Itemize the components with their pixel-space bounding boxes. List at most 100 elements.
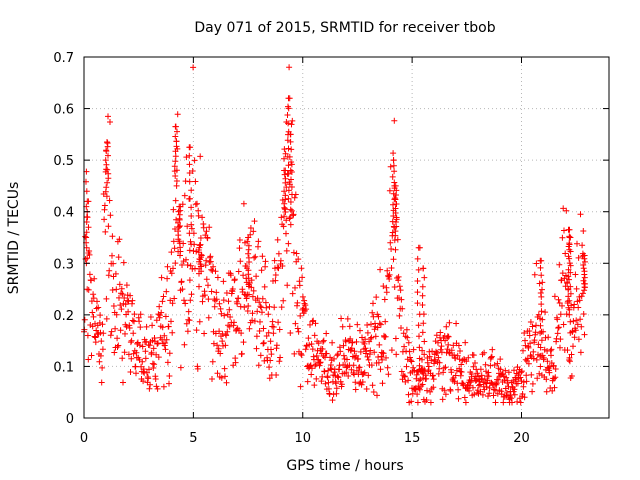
data-point (282, 192, 289, 199)
data-point (93, 327, 100, 334)
data-point (497, 356, 504, 363)
data-point (358, 381, 365, 388)
data-point (307, 321, 313, 328)
data-point (581, 268, 588, 275)
data-point (156, 303, 163, 310)
data-point (349, 339, 356, 346)
data-point (390, 157, 397, 164)
data-point (481, 349, 488, 356)
data-point (137, 324, 144, 331)
data-point (185, 308, 192, 315)
data-point (355, 355, 362, 362)
data-point (436, 365, 443, 372)
data-point (470, 363, 477, 370)
data-point (171, 245, 178, 252)
data-point (466, 387, 473, 394)
data-point (406, 348, 413, 355)
data-point (313, 375, 320, 382)
data-point (143, 323, 150, 330)
data-point (454, 352, 461, 359)
data-point (104, 143, 111, 150)
data-point (552, 374, 559, 381)
data-point (436, 359, 443, 366)
plot-frame (83, 56, 610, 419)
data-point (457, 372, 464, 379)
data-point (346, 323, 353, 330)
data-point (311, 382, 318, 389)
data-point (340, 342, 347, 349)
data-point (539, 286, 545, 293)
data-point (288, 161, 295, 168)
grid-lines (84, 57, 609, 418)
data-point (109, 233, 116, 240)
data-point (160, 383, 167, 390)
data-point (216, 328, 223, 335)
data-point (511, 386, 518, 393)
data-point (204, 235, 211, 242)
data-point (555, 324, 562, 331)
data-point (533, 356, 540, 363)
data-point (263, 304, 270, 311)
data-point (257, 352, 264, 359)
data-point (565, 304, 572, 311)
data-point (178, 278, 185, 285)
data-point (155, 340, 161, 347)
data-point (370, 389, 377, 395)
x-tick-label: 0 (80, 431, 88, 446)
data-point (514, 380, 521, 387)
data-point (539, 279, 546, 286)
data-point (297, 383, 304, 390)
data-point (117, 327, 124, 334)
data-point (380, 350, 387, 357)
data-point (377, 266, 384, 273)
data-point (116, 236, 123, 243)
data-point (407, 354, 413, 361)
data-point (183, 320, 190, 327)
data-point (398, 368, 405, 375)
data-point (252, 253, 259, 260)
data-point (253, 273, 260, 280)
data-point (322, 354, 328, 361)
data-point (352, 386, 359, 393)
data-point (116, 281, 123, 288)
data-point (563, 311, 570, 318)
data-point (192, 178, 199, 185)
data-point (246, 283, 252, 290)
data-point (315, 340, 322, 347)
data-point (284, 112, 291, 118)
data-point (521, 330, 528, 336)
data-point (282, 209, 289, 215)
data-point (140, 378, 147, 385)
y-tick-label: 0 (66, 412, 74, 427)
data-point (176, 203, 183, 210)
data-point (517, 399, 524, 406)
data-point (240, 272, 247, 279)
data-point (531, 271, 538, 278)
y-tick-label: 0.4 (53, 206, 74, 221)
data-point (575, 304, 582, 311)
data-point (420, 320, 427, 327)
data-point (288, 169, 295, 175)
data-point (401, 373, 408, 380)
data-point (231, 276, 238, 283)
data-point (195, 212, 202, 219)
data-point (226, 323, 233, 330)
data-point (582, 280, 588, 287)
data-point (256, 299, 263, 306)
data-point (116, 294, 122, 301)
data-point (325, 379, 332, 386)
data-point (363, 348, 370, 355)
data-point (354, 321, 361, 328)
data-point (281, 200, 288, 207)
data-point (564, 347, 571, 354)
data-point (382, 318, 389, 325)
data-point (216, 300, 223, 307)
data-point (127, 339, 134, 346)
data-point (525, 344, 532, 351)
data-point (425, 363, 432, 370)
data-point (289, 191, 295, 198)
data-point (114, 335, 121, 342)
data-point (259, 253, 266, 260)
data-point (203, 228, 210, 235)
data-point (186, 170, 193, 176)
